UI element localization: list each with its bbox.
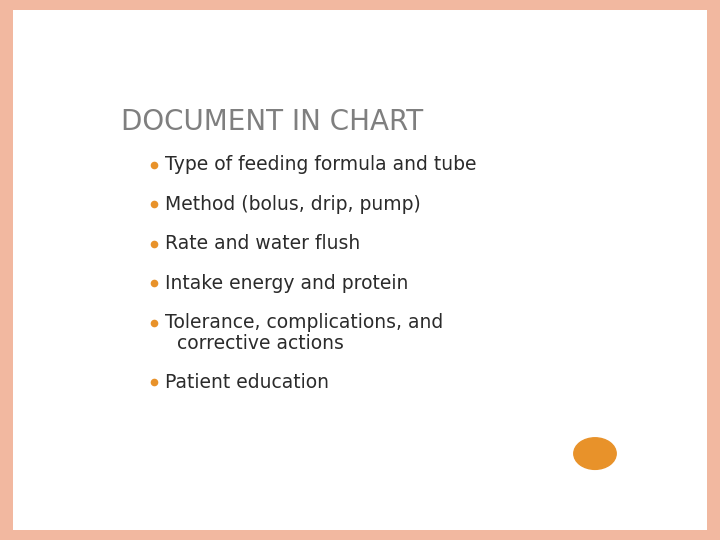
Text: Intake energy and protein: Intake energy and protein — [166, 274, 409, 293]
Text: corrective actions: corrective actions — [166, 334, 344, 353]
Text: Tolerance, complications, and: Tolerance, complications, and — [166, 313, 444, 332]
Text: Patient education: Patient education — [166, 373, 329, 392]
Text: DOCUMENT IN CHART: DOCUMENT IN CHART — [121, 109, 423, 137]
Text: Rate and water flush: Rate and water flush — [166, 234, 361, 253]
Text: Type of feeding formula and tube: Type of feeding formula and tube — [166, 155, 477, 174]
Circle shape — [574, 438, 616, 469]
Text: Method (bolus, drip, pump): Method (bolus, drip, pump) — [166, 194, 421, 214]
